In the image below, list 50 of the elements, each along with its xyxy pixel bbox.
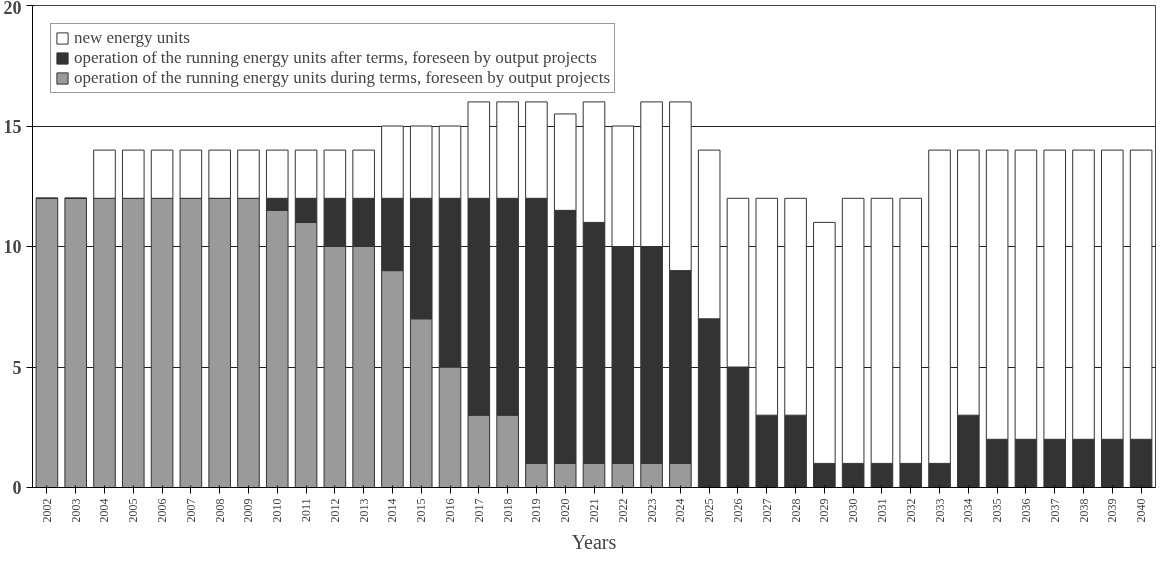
legend-label: new energy units [74, 28, 190, 48]
x-tick-label: 2028 [788, 498, 803, 523]
x-tick-label: 2016 [443, 498, 458, 523]
legend-label: operation of the running energy units after terms, foreseen by output projects [74, 48, 597, 68]
x-tick-label: 2014 [385, 498, 400, 523]
bar [35, 197, 59, 488]
x-tick-label: 2020 [558, 498, 573, 523]
x-tick-label: 2013 [356, 498, 371, 523]
x-tick-label: 2035 [990, 498, 1005, 523]
x-tick-label: 2037 [1047, 498, 1062, 523]
x-tick-label: 2003 [68, 498, 83, 523]
y-tick-label: 5 [12, 357, 22, 378]
x-tick-label: 2031 [874, 498, 889, 523]
x-tick-label: 2030 [846, 498, 861, 523]
x-tick-label: 2024 [673, 498, 688, 523]
x-tick-label: 2023 [644, 498, 659, 523]
x-tick-label: 2007 [183, 498, 198, 523]
y-tick-label: 15 [3, 116, 22, 137]
x-tick-label: 2008 [212, 498, 227, 523]
x-tick-label: 2032 [903, 498, 918, 523]
x-tick-label: 2004 [97, 498, 112, 523]
x-tick-label: 2027 [759, 498, 774, 523]
x-tick-label: 2036 [1018, 498, 1033, 523]
x-tick-label: 2026 [730, 498, 745, 523]
x-tick-label: 2017 [471, 498, 486, 523]
x-tick-label: 2011 [299, 498, 314, 523]
x-tick-label: 2005 [126, 498, 141, 523]
x-tick-label: 2019 [529, 498, 544, 523]
x-tick-label: 2022 [615, 498, 630, 523]
legend-label: operation of the running energy units during terms, foreseen by output projects [74, 68, 611, 88]
bar [64, 197, 87, 488]
x-tick-label: 2006 [155, 498, 170, 523]
x-tick-label: 2012 [327, 498, 342, 523]
x-tick-label: 2025 [702, 498, 717, 523]
x-tick-label: 2029 [817, 498, 832, 523]
y-tick-label: 20 [3, 0, 22, 18]
x-tick-label: 2009 [241, 498, 256, 523]
x-tick-label: 2033 [932, 498, 947, 523]
x-tick-label: 2002 [39, 498, 54, 523]
x-tick-label: 2015 [414, 498, 429, 523]
x-tick-label: 2039 [1105, 498, 1120, 523]
x-tick-label: 2038 [1076, 498, 1091, 523]
x-tick-label: 2034 [961, 498, 976, 523]
x-axis-title: Years [571, 530, 617, 553]
x-tick-label: 2018 [500, 498, 515, 523]
x-tick-label: 2040 [1134, 498, 1149, 523]
y-tick-label: 0 [12, 478, 22, 498]
x-tick-label: 2021 [587, 498, 601, 523]
x-tick-label: 2010 [270, 498, 285, 523]
y-tick-label: 10 [3, 237, 22, 257]
